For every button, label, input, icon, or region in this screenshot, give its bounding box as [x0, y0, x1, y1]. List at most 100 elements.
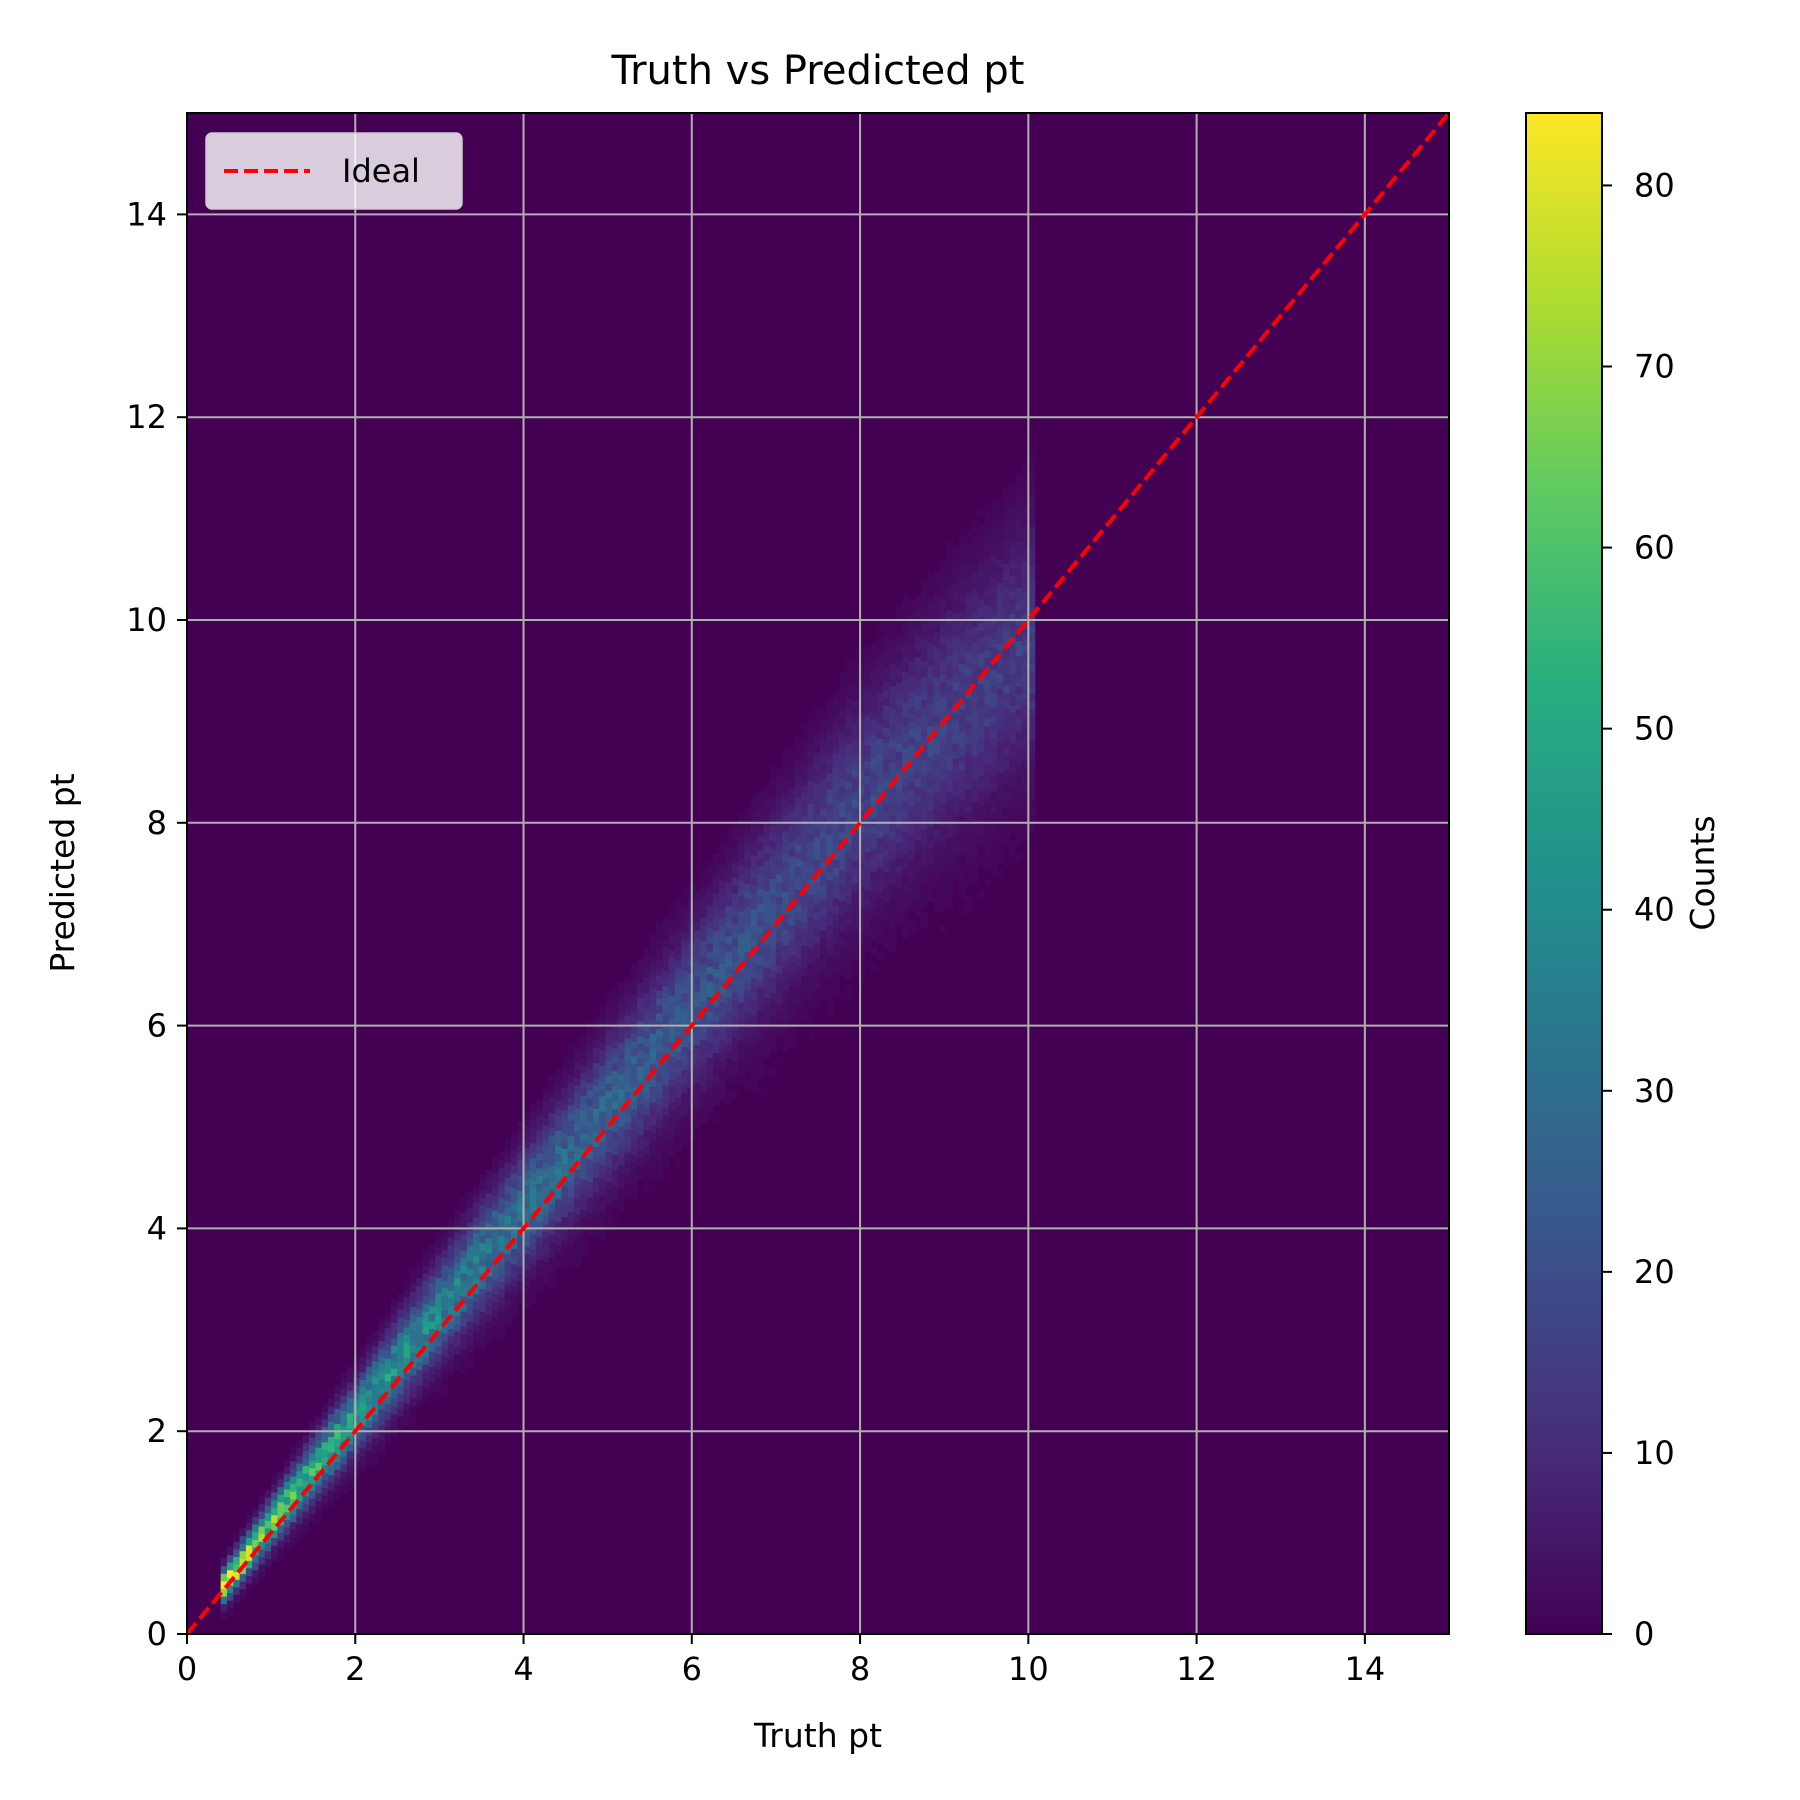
heatmap-cell — [1022, 484, 1029, 494]
heatmap-cell — [504, 1238, 512, 1247]
heatmap-cell — [870, 681, 878, 690]
heatmap-cell — [914, 816, 922, 825]
heatmap-cell — [372, 1429, 379, 1438]
heatmap-cell — [744, 837, 752, 846]
heatmap-cell — [529, 1188, 537, 1197]
heatmap-cell — [624, 1053, 632, 1062]
heatmap-cell — [523, 1269, 531, 1278]
heatmap-cell — [605, 1014, 613, 1023]
heatmap-cell — [914, 877, 922, 886]
plot-frame — [186, 112, 1450, 1635]
heatmap-cell — [775, 896, 783, 905]
heatmap-cell — [536, 1190, 544, 1199]
heatmap-cell — [473, 1262, 480, 1272]
heatmap-cell — [971, 839, 979, 848]
heatmap-cell — [668, 942, 676, 951]
heatmap-cell — [498, 1174, 506, 1183]
heatmap-cell — [927, 703, 935, 712]
heatmap-cell — [580, 1125, 588, 1134]
heatmap-cell — [662, 1129, 670, 1139]
heatmap-cell — [245, 1514, 253, 1523]
heatmap-cell — [529, 1134, 537, 1144]
heatmap-cell — [454, 1338, 462, 1347]
heatmap-cell — [542, 1155, 550, 1164]
heatmap-cell — [391, 1352, 398, 1361]
heatmap-cell — [258, 1563, 266, 1573]
heatmap-cell — [321, 1411, 329, 1420]
heatmap-cell — [283, 1542, 291, 1551]
heatmap-cell — [700, 887, 708, 896]
heatmap-cell — [611, 1085, 619, 1094]
heatmap-cell — [965, 819, 973, 829]
heatmap-cell — [832, 973, 840, 982]
heatmap-cell — [372, 1376, 379, 1385]
heatmap-cell — [807, 985, 815, 994]
heatmap-cell — [731, 969, 739, 978]
heatmap-cell — [839, 679, 846, 688]
heatmap-cell — [958, 671, 966, 680]
heatmap-cell — [340, 1463, 348, 1472]
heatmap-cell — [555, 1259, 562, 1268]
heatmap-cell — [712, 1006, 720, 1015]
heatmap-cell — [775, 767, 783, 776]
heatmap-cell — [548, 1112, 556, 1121]
heatmap-cell — [738, 1002, 745, 1011]
heatmap-cell — [416, 1339, 424, 1348]
heatmap-cell — [1003, 540, 1010, 549]
heatmap-cell — [315, 1454, 323, 1463]
heatmap-cell — [864, 828, 872, 838]
heatmap-cell — [668, 1064, 676, 1073]
heatmap-cell — [510, 1309, 518, 1318]
heatmap-cell — [782, 762, 790, 771]
heatmap-cell — [946, 571, 954, 580]
heatmap-cell — [441, 1295, 449, 1304]
heatmap-cell — [1022, 659, 1029, 668]
heatmap-cell — [902, 603, 910, 612]
heatmap-cell — [927, 764, 935, 773]
heatmap-cell — [447, 1290, 455, 1299]
heatmap-cell — [1009, 803, 1017, 812]
heatmap-cell — [567, 1196, 575, 1205]
heatmap-cell — [794, 759, 802, 769]
heatmap-cell — [454, 1239, 462, 1248]
heatmap-cell — [649, 1086, 657, 1095]
heatmap-cell — [1015, 602, 1023, 611]
heatmap-cell — [914, 603, 922, 613]
heatmap-cell — [883, 795, 891, 805]
heatmap-cell — [820, 747, 828, 756]
heatmap-cell — [921, 881, 928, 891]
heatmap-cell — [346, 1466, 354, 1475]
heatmap-cell — [839, 702, 846, 711]
heatmap-cell — [990, 631, 998, 640]
heatmap-cell — [927, 688, 935, 697]
heatmap-cell — [851, 738, 859, 747]
heatmap-cell — [1028, 549, 1036, 558]
heatmap-cell — [939, 582, 947, 591]
heatmap-cell — [441, 1272, 449, 1281]
heatmap-cell — [977, 668, 985, 677]
heatmap-cell — [454, 1292, 462, 1302]
heatmap-cell — [826, 932, 834, 942]
heatmap-cell — [712, 1059, 720, 1069]
heatmap-cell — [851, 776, 859, 785]
heatmap-cell — [637, 1043, 645, 1052]
heatmap-cell — [643, 977, 651, 986]
heatmap-cell — [1028, 587, 1036, 596]
heatmap-cell — [757, 880, 764, 889]
heatmap-cell — [586, 1211, 594, 1221]
heatmap-cell — [757, 934, 764, 943]
heatmap-cell — [1003, 730, 1010, 740]
heatmap-cell — [1009, 620, 1017, 630]
heatmap-cell — [971, 649, 979, 658]
heatmap-cell — [971, 740, 979, 749]
heatmap-cell — [990, 783, 998, 792]
colorbar-tick-label: 50 — [1634, 710, 1675, 748]
heatmap-cell — [939, 635, 947, 644]
heatmap-cell — [327, 1413, 335, 1422]
heatmap-cell — [782, 967, 790, 976]
heatmap-cell — [681, 940, 689, 949]
heatmap-cell — [485, 1245, 493, 1254]
heatmap-cell — [832, 950, 840, 959]
heatmap-cell — [902, 701, 910, 711]
heatmap-cell — [536, 1145, 544, 1154]
